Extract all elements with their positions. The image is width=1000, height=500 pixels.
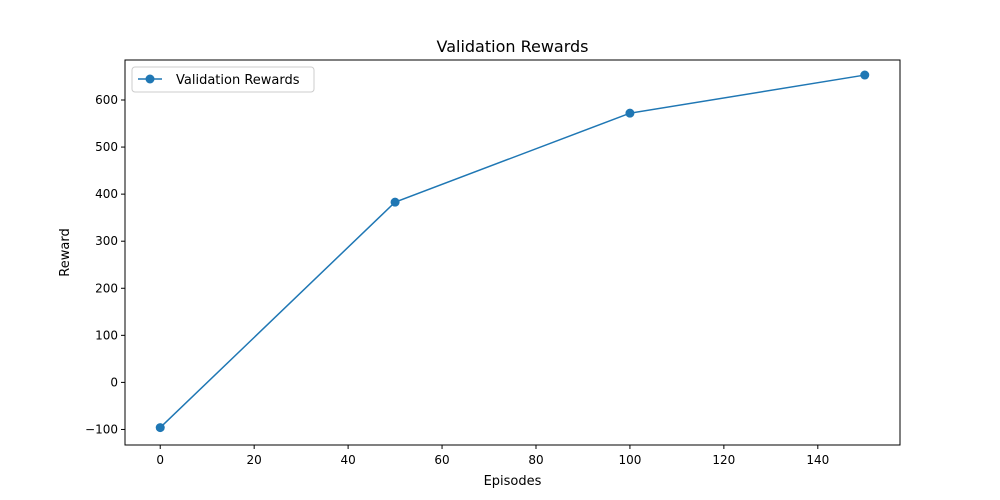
x-tick-label: 80 [528, 453, 543, 467]
x-axis-label: Episodes [484, 474, 542, 489]
data-point [390, 197, 400, 207]
series-layer [155, 70, 870, 433]
y-axis-ticks: −100 0 100 200 300 400 500 600 [85, 93, 125, 436]
x-tick-label: 140 [806, 453, 829, 467]
series-line [159, 74, 865, 429]
y-tick-label: 600 [95, 93, 118, 107]
data-point [860, 70, 870, 80]
y-tick-label: 100 [95, 328, 118, 342]
y-tick-label: −100 [85, 422, 118, 436]
y-tick-label: 400 [95, 187, 118, 201]
x-tick-label: 100 [618, 453, 641, 467]
x-tick-label: 120 [712, 453, 735, 467]
y-tick-label: 200 [95, 281, 118, 295]
legend-box [131, 66, 315, 93]
y-tick-label: 300 [95, 234, 118, 248]
x-tick-label: 40 [340, 453, 355, 467]
plot-area-frame [124, 59, 901, 446]
x-axis-ticks: 0 20 40 60 80 100 120 140 [156, 445, 829, 467]
x-tick-label: 0 [156, 453, 164, 467]
legend-marker-swatch [145, 74, 155, 84]
legend: Validation Rewards [131, 66, 315, 93]
data-point [155, 423, 165, 433]
data-point [625, 108, 635, 118]
x-tick-label: 20 [247, 453, 262, 467]
x-tick-label: 60 [434, 453, 449, 467]
legend-entry-label: Validation Rewards [176, 73, 300, 88]
y-axis-label: Reward [58, 228, 73, 276]
y-tick-label: 0 [110, 375, 118, 389]
chart-title: Validation Rewards [436, 37, 588, 56]
y-tick-label: 500 [95, 140, 118, 154]
